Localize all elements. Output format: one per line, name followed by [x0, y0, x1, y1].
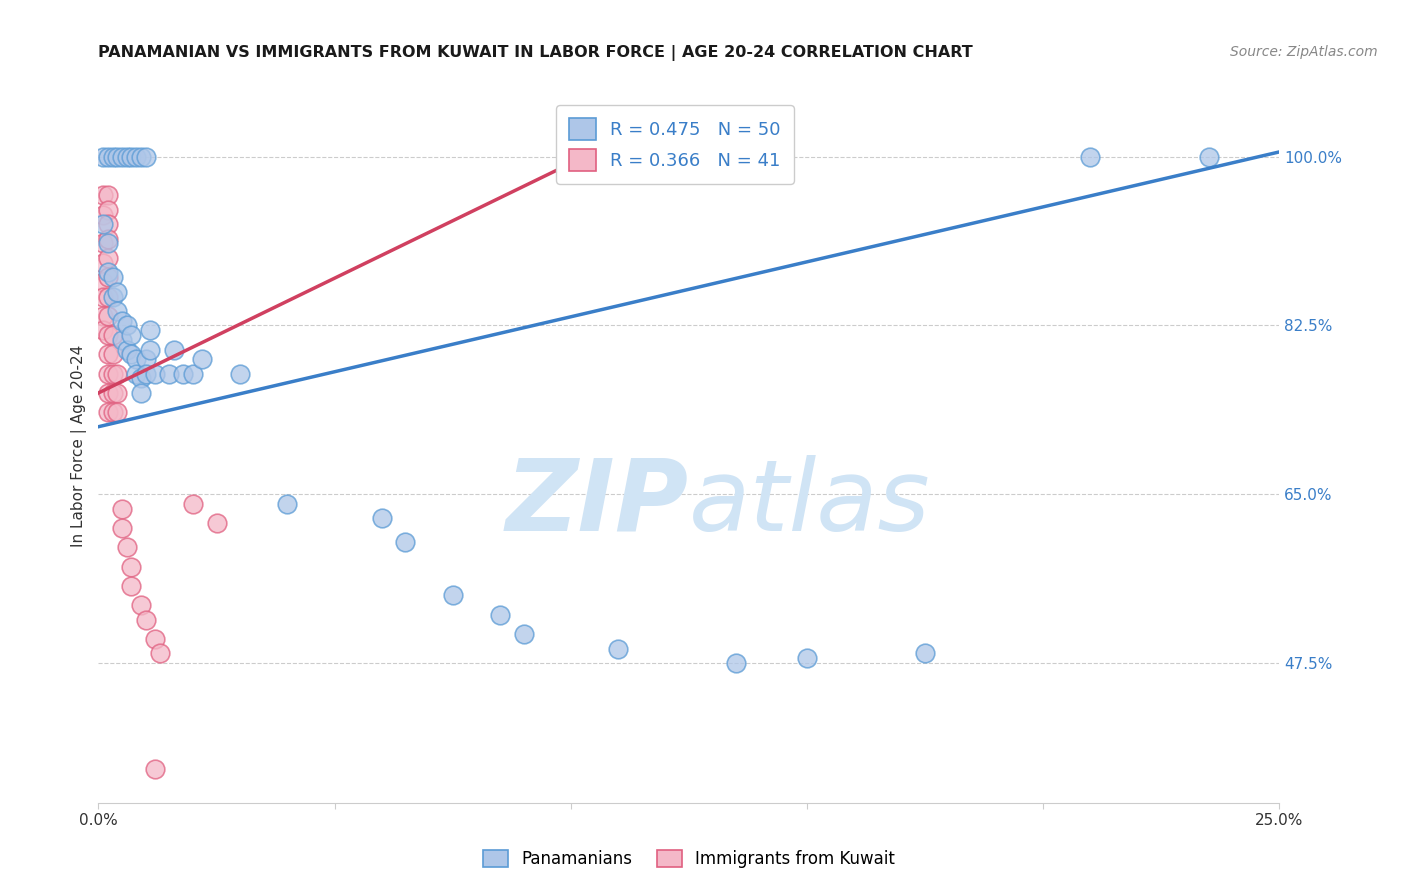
Point — [172, 367, 194, 381]
Point — [139, 323, 162, 337]
Point — [121, 328, 143, 343]
Point — [91, 309, 114, 323]
Point — [101, 386, 124, 401]
Point — [441, 589, 464, 603]
Point — [115, 541, 138, 555]
Point — [512, 627, 534, 641]
Point — [191, 352, 214, 367]
Point — [489, 607, 512, 622]
Y-axis label: In Labor Force | Age 20-24: In Labor Force | Age 20-24 — [72, 345, 87, 547]
Point — [143, 632, 166, 646]
Point — [105, 386, 128, 401]
Point — [97, 347, 120, 361]
Point — [121, 559, 143, 574]
Point — [115, 150, 138, 164]
Point — [129, 598, 152, 612]
Point — [139, 343, 162, 357]
Point — [97, 367, 120, 381]
Point — [91, 188, 114, 202]
Point — [101, 289, 124, 303]
Point — [97, 188, 120, 202]
Point — [111, 150, 134, 164]
Point — [1198, 150, 1220, 164]
Point — [163, 343, 186, 357]
Point — [97, 150, 120, 164]
Point — [97, 232, 120, 246]
Point — [91, 289, 114, 303]
Point — [97, 405, 120, 419]
Point — [121, 579, 143, 593]
Point — [105, 367, 128, 381]
Point — [181, 497, 204, 511]
Point — [725, 656, 748, 670]
Point — [111, 313, 134, 327]
Point — [111, 501, 134, 516]
Point — [135, 613, 157, 627]
Text: Source: ZipAtlas.com: Source: ZipAtlas.com — [1230, 45, 1378, 59]
Point — [229, 367, 252, 381]
Point — [607, 641, 630, 656]
Point — [394, 535, 416, 549]
Point — [143, 367, 166, 381]
Point — [129, 371, 152, 385]
Point — [135, 150, 157, 164]
Point — [276, 497, 298, 511]
Point — [371, 511, 394, 525]
Point — [125, 352, 148, 367]
Point — [121, 150, 143, 164]
Point — [91, 150, 114, 164]
Legend: Panamanians, Immigrants from Kuwait: Panamanians, Immigrants from Kuwait — [477, 843, 901, 875]
Point — [97, 202, 120, 217]
Point — [91, 323, 114, 337]
Point — [91, 208, 114, 222]
Point — [105, 150, 128, 164]
Point — [105, 304, 128, 318]
Point — [101, 347, 124, 361]
Text: atlas: atlas — [689, 455, 931, 551]
Point — [97, 251, 120, 265]
Point — [101, 405, 124, 419]
Point — [105, 405, 128, 419]
Point — [101, 270, 124, 285]
Point — [97, 386, 120, 401]
Point — [111, 521, 134, 535]
Point — [97, 265, 120, 279]
Point — [97, 328, 120, 343]
Point — [91, 217, 114, 231]
Point — [149, 646, 172, 660]
Point — [135, 367, 157, 381]
Point — [97, 217, 120, 231]
Point — [111, 333, 134, 347]
Point — [125, 150, 148, 164]
Point — [91, 236, 114, 251]
Point — [121, 347, 143, 361]
Point — [101, 328, 124, 343]
Point — [97, 309, 120, 323]
Point — [97, 236, 120, 251]
Point — [129, 386, 152, 401]
Point — [125, 367, 148, 381]
Point — [101, 367, 124, 381]
Point — [205, 516, 228, 530]
Legend: R = 0.475   N = 50, R = 0.366   N = 41: R = 0.475 N = 50, R = 0.366 N = 41 — [557, 105, 793, 184]
Point — [91, 275, 114, 289]
Point — [157, 367, 180, 381]
Point — [97, 270, 120, 285]
Text: ZIP: ZIP — [506, 455, 689, 551]
Point — [143, 762, 166, 776]
Point — [796, 651, 818, 665]
Point — [1080, 150, 1102, 164]
Point — [101, 150, 124, 164]
Point — [115, 343, 138, 357]
Point — [181, 367, 204, 381]
Point — [135, 352, 157, 367]
Point — [115, 318, 138, 333]
Point — [129, 150, 152, 164]
Text: PANAMANIAN VS IMMIGRANTS FROM KUWAIT IN LABOR FORCE | AGE 20-24 CORRELATION CHAR: PANAMANIAN VS IMMIGRANTS FROM KUWAIT IN … — [98, 45, 973, 61]
Point — [97, 289, 120, 303]
Point — [91, 256, 114, 270]
Point — [105, 285, 128, 299]
Point — [914, 646, 936, 660]
